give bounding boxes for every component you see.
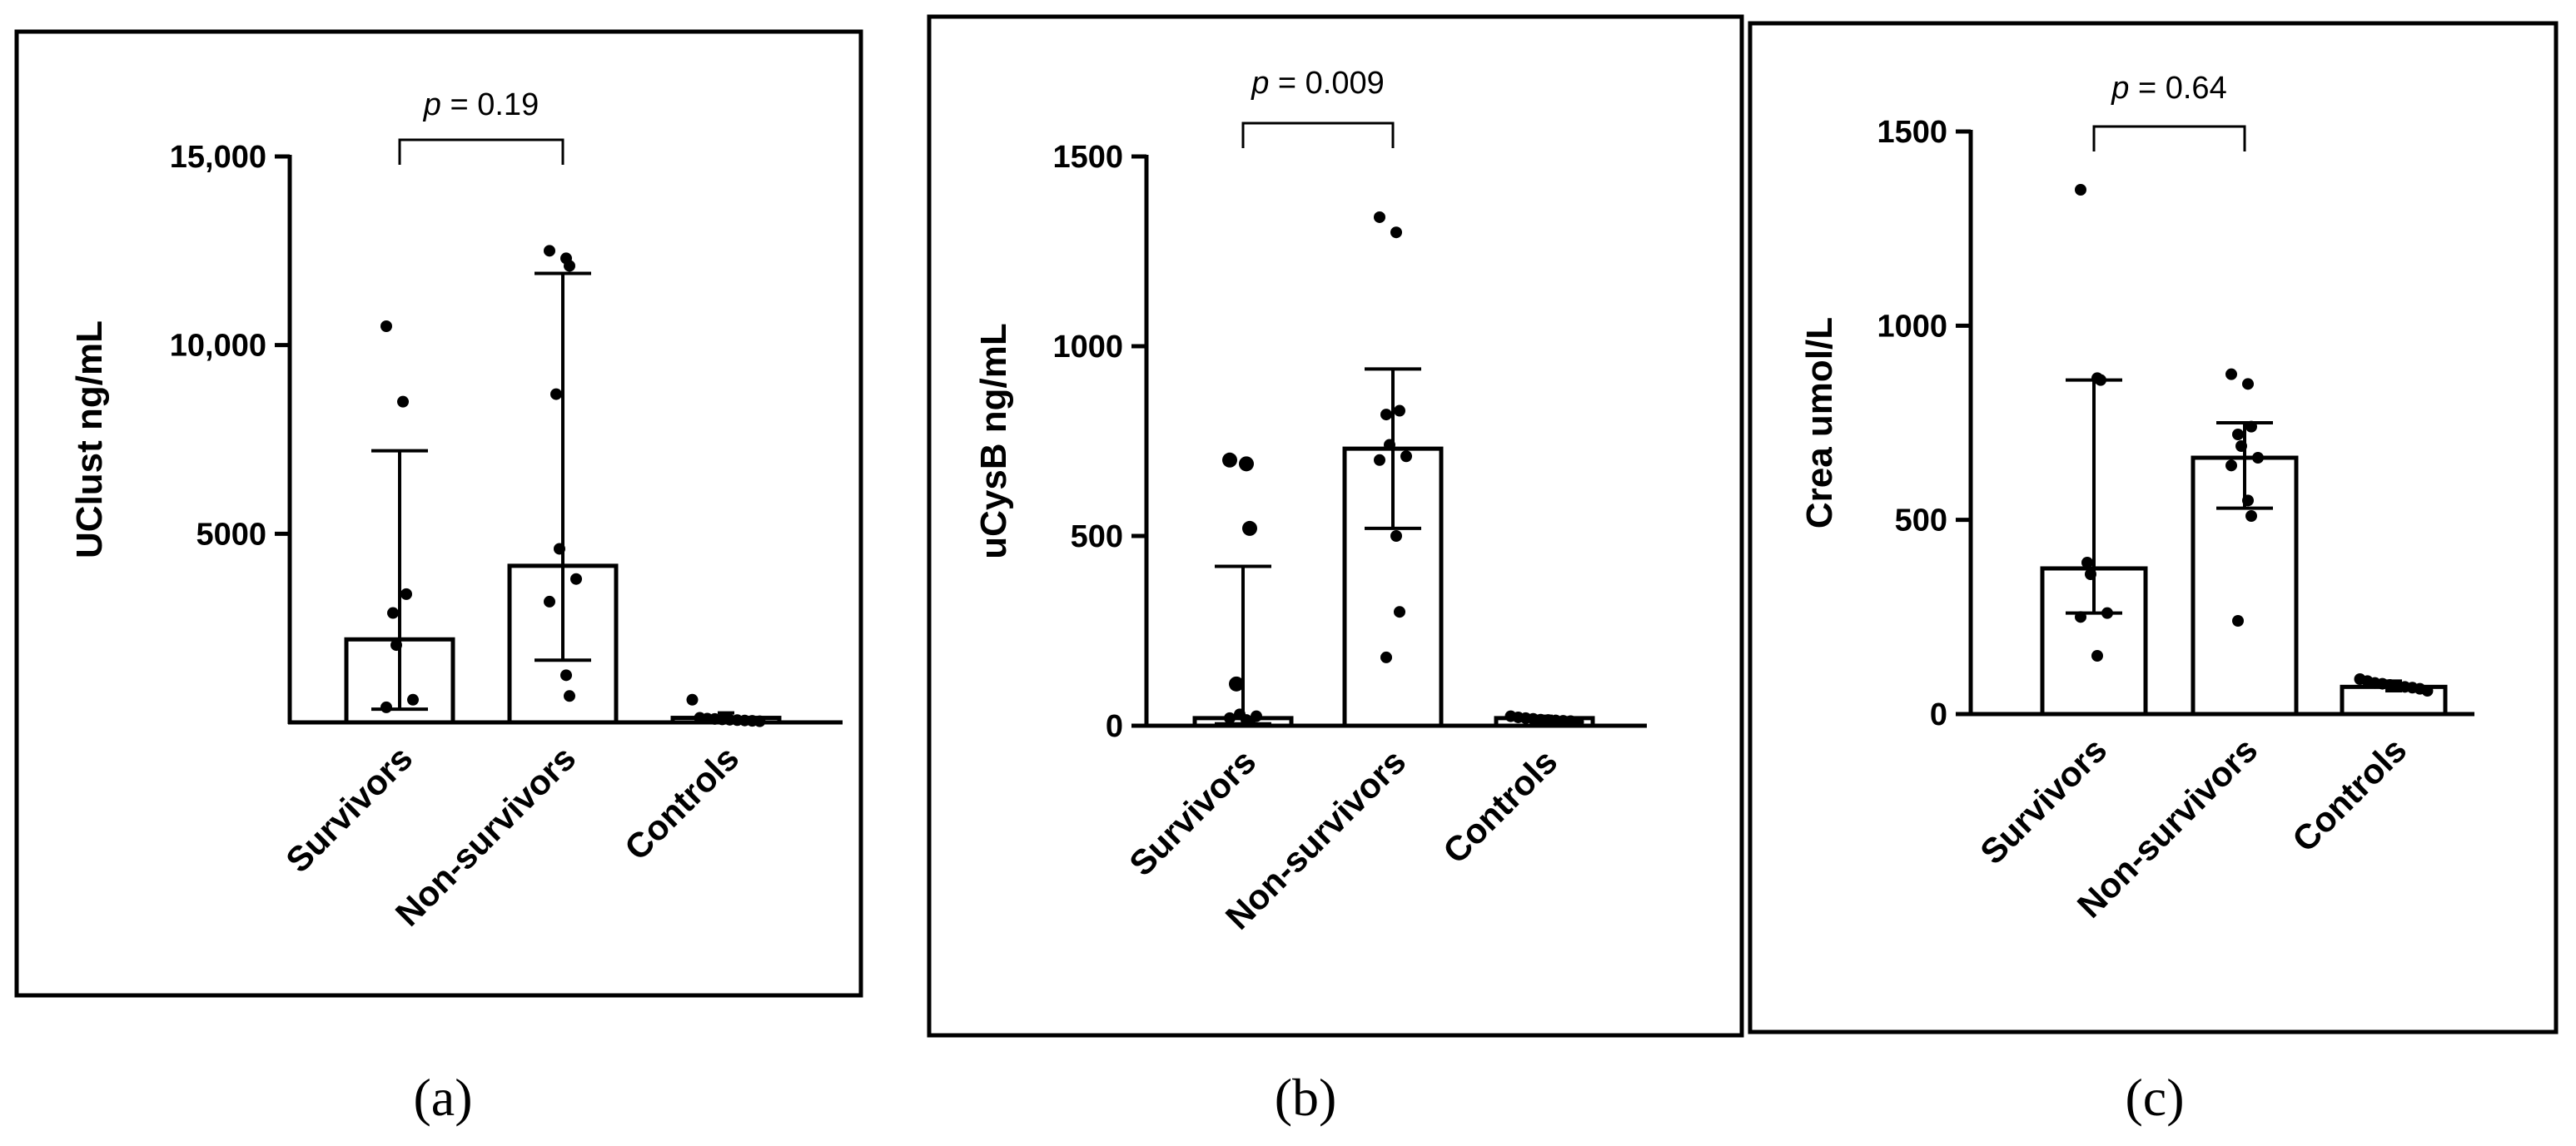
data-point <box>380 701 392 713</box>
data-point <box>544 595 555 608</box>
y-tick-label: 1000 <box>1877 309 1947 344</box>
data-point <box>1380 409 1392 421</box>
y-tick-label: 1500 <box>1877 115 1947 150</box>
category-label-controls: Controls <box>1435 742 1564 871</box>
y-tick-label: 500 <box>1071 519 1123 554</box>
data-point <box>2235 440 2247 452</box>
data-point <box>570 573 582 585</box>
data-point <box>2232 429 2244 440</box>
data-point <box>1572 716 1584 728</box>
data-point <box>1390 530 1402 542</box>
y-tick-label: 5000 <box>196 517 266 552</box>
data-point <box>1229 676 1244 692</box>
y-tick-label: 0 <box>1930 697 1947 732</box>
data-point <box>2095 374 2106 386</box>
data-point <box>1244 716 1256 728</box>
data-point <box>2081 557 2093 568</box>
significance-bracket <box>2092 125 2246 151</box>
category-label-survivors: Survivors <box>1972 730 2114 871</box>
y-tick-label: 10,000 <box>170 329 266 364</box>
data-point <box>400 588 412 600</box>
data-point <box>564 690 575 702</box>
panel-label: (b) <box>1275 1068 1337 1127</box>
category-label-survivors: Survivors <box>278 738 420 880</box>
y-tick-label: 0 <box>1106 709 1123 744</box>
panel-frame <box>927 14 1744 1038</box>
y-tick-label: 500 <box>1895 504 1947 538</box>
data-point <box>2245 510 2257 522</box>
data-point <box>2252 452 2264 464</box>
data-point <box>2242 378 2254 390</box>
significance-bracket <box>1241 122 1395 148</box>
panel-label: (c) <box>2125 1068 2184 1127</box>
data-point <box>1394 606 1405 618</box>
data-point <box>387 607 399 619</box>
data-point <box>686 693 699 706</box>
panel-frame <box>1748 21 2559 1034</box>
data-point <box>2091 650 2103 662</box>
data-point <box>1400 450 1412 463</box>
data-point <box>2075 611 2086 623</box>
y-axis-label: UClust ng/mL <box>69 320 110 558</box>
significance-bracket <box>398 138 564 165</box>
panel-label: (a) <box>413 1068 472 1127</box>
y-axis-label: Crea umol/L <box>1799 317 1840 528</box>
data-point <box>407 693 419 706</box>
data-point <box>2085 568 2096 580</box>
p-value-label: p = 0.009 <box>1251 66 1385 101</box>
category-label-controls: Controls <box>2285 730 2414 859</box>
y-tick-label: 1500 <box>1052 140 1123 175</box>
data-point <box>2245 420 2257 433</box>
data-point <box>2225 459 2237 472</box>
category-label-survivors: Survivors <box>1121 742 1263 883</box>
data-point <box>2225 368 2237 380</box>
data-point <box>1384 439 1395 451</box>
data-point <box>2421 685 2434 697</box>
data-point <box>1380 651 1392 663</box>
p-value-label: p = 0.19 <box>423 87 539 122</box>
data-point <box>2242 494 2254 507</box>
data-point <box>2232 615 2244 627</box>
y-tick-label: 1000 <box>1052 330 1123 365</box>
panel-frame <box>14 29 863 998</box>
data-point <box>380 320 392 332</box>
y-axis-label: uCysB ng/mL <box>973 323 1014 559</box>
data-point <box>564 260 575 272</box>
data-point <box>1239 456 1254 472</box>
data-point <box>2075 184 2086 196</box>
data-point <box>1390 226 1402 239</box>
data-point <box>2101 607 2113 619</box>
data-point <box>554 543 565 555</box>
data-point <box>1394 404 1405 417</box>
data-point <box>390 639 402 652</box>
data-point <box>1374 454 1385 466</box>
data-point <box>397 395 409 408</box>
data-point <box>753 715 766 727</box>
data-point <box>544 245 555 257</box>
category-label-controls: Controls <box>617 738 746 867</box>
p-value-label: p = 0.64 <box>2111 71 2226 106</box>
data-point <box>1224 712 1236 724</box>
data-point <box>1374 211 1385 223</box>
y-tick-label: 15,000 <box>170 140 266 175</box>
data-point <box>1242 520 1257 536</box>
data-point <box>550 388 562 400</box>
data-point <box>560 669 572 682</box>
data-point <box>1222 452 1237 468</box>
